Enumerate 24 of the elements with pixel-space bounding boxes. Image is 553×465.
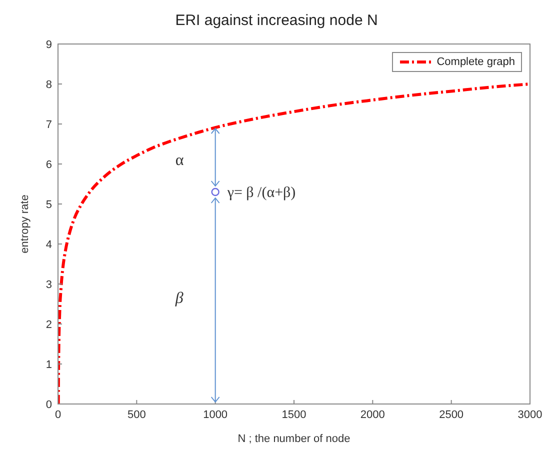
x-tick-label: 500: [127, 408, 146, 421]
chart-title: ERI against increasing node N: [174, 11, 379, 31]
legend-label: Complete graph: [436, 55, 515, 69]
y-tick-label: 3: [46, 278, 52, 291]
x-tick-label: 2000: [360, 408, 385, 421]
y-tick-label: 7: [46, 118, 52, 131]
y-axis-title: entropy rate: [18, 194, 31, 254]
x-tick-label: 1000: [203, 408, 228, 421]
x-tick-label: 2500: [439, 408, 464, 421]
y-tick-label: 9: [46, 38, 52, 51]
annotation: γ= β /(α+β): [226, 185, 296, 201]
y-tick-label: 0: [46, 398, 52, 411]
y-tick-label: 5: [46, 198, 52, 211]
annotation: β: [174, 290, 184, 307]
x-tick-label: 3000: [518, 408, 542, 421]
y-tick-label: 6: [46, 158, 52, 171]
x-axis-title: N ; the number of node: [238, 433, 350, 445]
x-tick-label: 1500: [282, 408, 306, 421]
y-tick-label: 8: [46, 78, 52, 91]
x-tick-label: 0: [54, 408, 62, 421]
y-tick-label: 4: [46, 238, 52, 251]
y-tick-label: 2: [46, 318, 52, 331]
annotation: α: [175, 152, 184, 169]
y-tick-label: 1: [46, 358, 52, 371]
